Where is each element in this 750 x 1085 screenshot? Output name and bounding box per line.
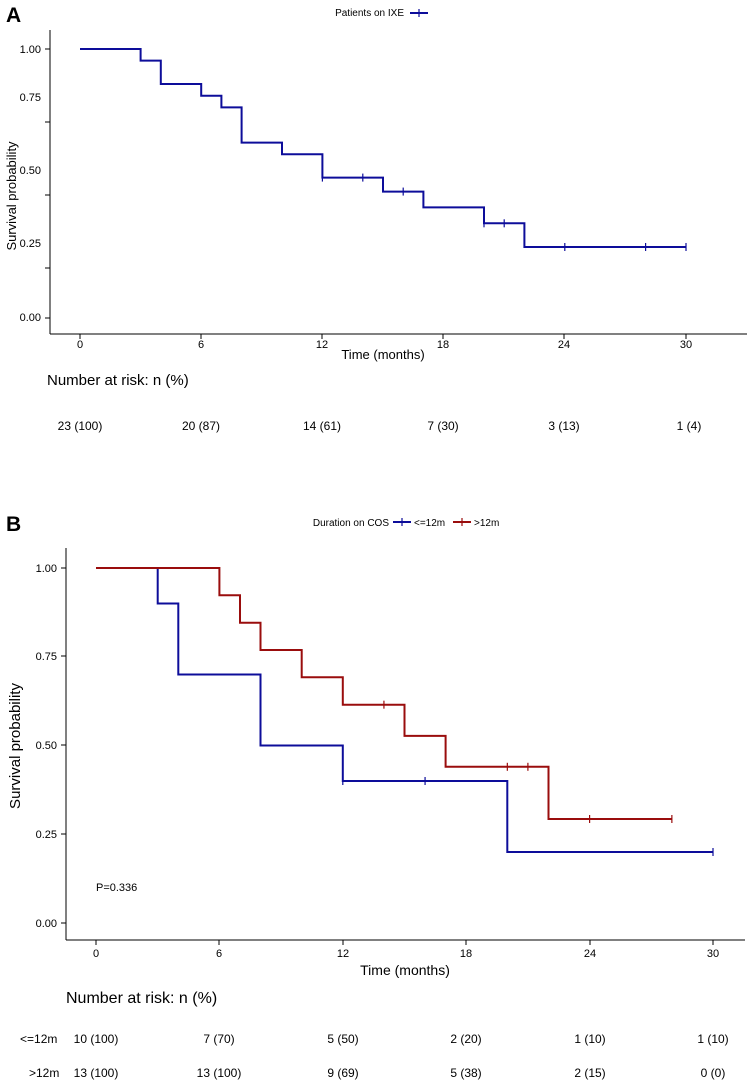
- panel-b-risk-row-label: >12m: [29, 1066, 59, 1080]
- panel-b-legend: Duration on COS <=12m >12m: [313, 518, 499, 529]
- panel-b-risk-value: 13 (100): [74, 1066, 119, 1080]
- panel-b-risk-value: 1 (10): [697, 1032, 728, 1046]
- panel-b-xtick-label: 12: [337, 948, 349, 960]
- panel-b-legend-title: Duration on COS: [313, 518, 389, 529]
- panel-b-risk-value: 5 (38): [450, 1066, 481, 1080]
- panel-a-legend-title: Patients on IXE: [335, 8, 404, 19]
- panel-a-xtick-label: 30: [680, 339, 692, 351]
- panel-b-risk-value: 13 (100): [197, 1066, 242, 1080]
- panel-b-ytick-label: 0.50: [36, 740, 57, 752]
- panel-a-label: A: [6, 4, 21, 27]
- panel-b-risk-value: 9 (69): [327, 1066, 358, 1080]
- panel-a-ytick-label: 1.00: [20, 44, 41, 56]
- panel-a-legend: Patients on IXE: [335, 8, 428, 19]
- panel-b-risk-row-label: <=12m: [20, 1032, 57, 1046]
- panel-b-ytick-label: 0.00: [36, 918, 57, 930]
- panel-a-risk-value: 20 (87): [182, 419, 220, 433]
- panel-b-curves: [96, 567, 714, 856]
- panel-b-xtick-label: 24: [584, 948, 596, 960]
- panel-b-xtick-label: 30: [707, 948, 719, 960]
- panel-b-legend-label-gt12m: >12m: [474, 518, 499, 529]
- panel-b-y-axis-title: Survival probability: [7, 683, 24, 809]
- panel-b-legend-label-le12m: <=12m: [414, 518, 445, 529]
- panel-b-risk-heading: Number at risk: n (%): [66, 990, 217, 1007]
- panel-b-xtick-label: 18: [460, 948, 472, 960]
- panel-a-risk-table: Number at risk: n (%) 23 (100) 20 (87) 1…: [47, 372, 701, 433]
- panel-b-x-ticks: 0 6 12 18 24 30: [93, 940, 719, 960]
- panel-a-risk-value: 23 (100): [58, 419, 103, 433]
- panel-a-ytick-label: 0.25: [20, 238, 41, 250]
- panel-b-risk-value: 5 (50): [327, 1032, 358, 1046]
- panel-a-xtick-label: 6: [198, 339, 204, 351]
- panel-a-curve-1: [80, 48, 686, 248]
- panel-b-xtick-label: 0: [93, 948, 99, 960]
- panel-b-risk-value: 2 (20): [450, 1032, 481, 1046]
- panel-a-ytick-label: 0.00: [20, 312, 41, 324]
- panel-b-label: B: [6, 513, 21, 536]
- panel-b-risk-value: 2 (15): [574, 1066, 605, 1080]
- panel-b-y-ticks: 0.00 0.25 0.50 0.75 1.00: [36, 563, 66, 930]
- panel-a-curves: [80, 48, 687, 251]
- panel-a-xtick-label: 0: [77, 339, 83, 351]
- panel-a-risk-value: 1 (4): [677, 419, 702, 433]
- panel-b-risk-value: 7 (70): [203, 1032, 234, 1046]
- panel-a-x-ticks: 0 6 12 18 24 30: [77, 334, 692, 351]
- panel-a-y-axis-title: Survival probability: [4, 141, 19, 251]
- panel-a: A Patients on IXE 0.00 0.25 0.50 0.75 1.…: [4, 4, 747, 433]
- panel-a-risk-value: 7 (30): [427, 419, 458, 433]
- panel-a-ytick-label: 0.50: [20, 165, 41, 177]
- panel-b-x-axis-title: Time (months): [360, 962, 450, 978]
- panel-a-risk-value: 14 (61): [303, 419, 341, 433]
- panel-b-curve-2: [96, 567, 672, 820]
- panel-a-risk-heading: Number at risk: n (%): [47, 372, 189, 389]
- panel-b-pvalue: P=0.336: [96, 882, 137, 894]
- panel-b-risk-value: 1 (10): [574, 1032, 605, 1046]
- panel-b-ytick-label: 1.00: [36, 563, 57, 575]
- panel-b-curve-1: [96, 567, 713, 853]
- panel-a-xtick-label: 12: [316, 339, 328, 351]
- panel-b-risk-table: Number at risk: n (%) <=12m 10 (100) 7 (…: [20, 990, 729, 1080]
- panel-b: B Duration on COS <=12m >12m 0.00 0.25 0…: [6, 513, 745, 1080]
- panel-b-xtick-label: 6: [216, 948, 222, 960]
- panel-b-risk-value: 10 (100): [74, 1032, 119, 1046]
- panel-a-y-ticks: 0.00 0.25 0.50 0.75 1.00: [20, 44, 50, 324]
- panel-b-ytick-label: 0.75: [36, 651, 57, 663]
- panel-a-x-axis-title: Time (months): [341, 347, 424, 362]
- panel-a-ytick-label: 0.75: [20, 92, 41, 104]
- panel-a-risk-value: 3 (13): [548, 419, 579, 433]
- panel-b-risk-value: 0 (0): [701, 1066, 726, 1080]
- panel-a-xtick-label: 24: [558, 339, 570, 351]
- panel-a-xtick-label: 18: [437, 339, 449, 351]
- panel-b-ytick-label: 0.25: [36, 829, 57, 841]
